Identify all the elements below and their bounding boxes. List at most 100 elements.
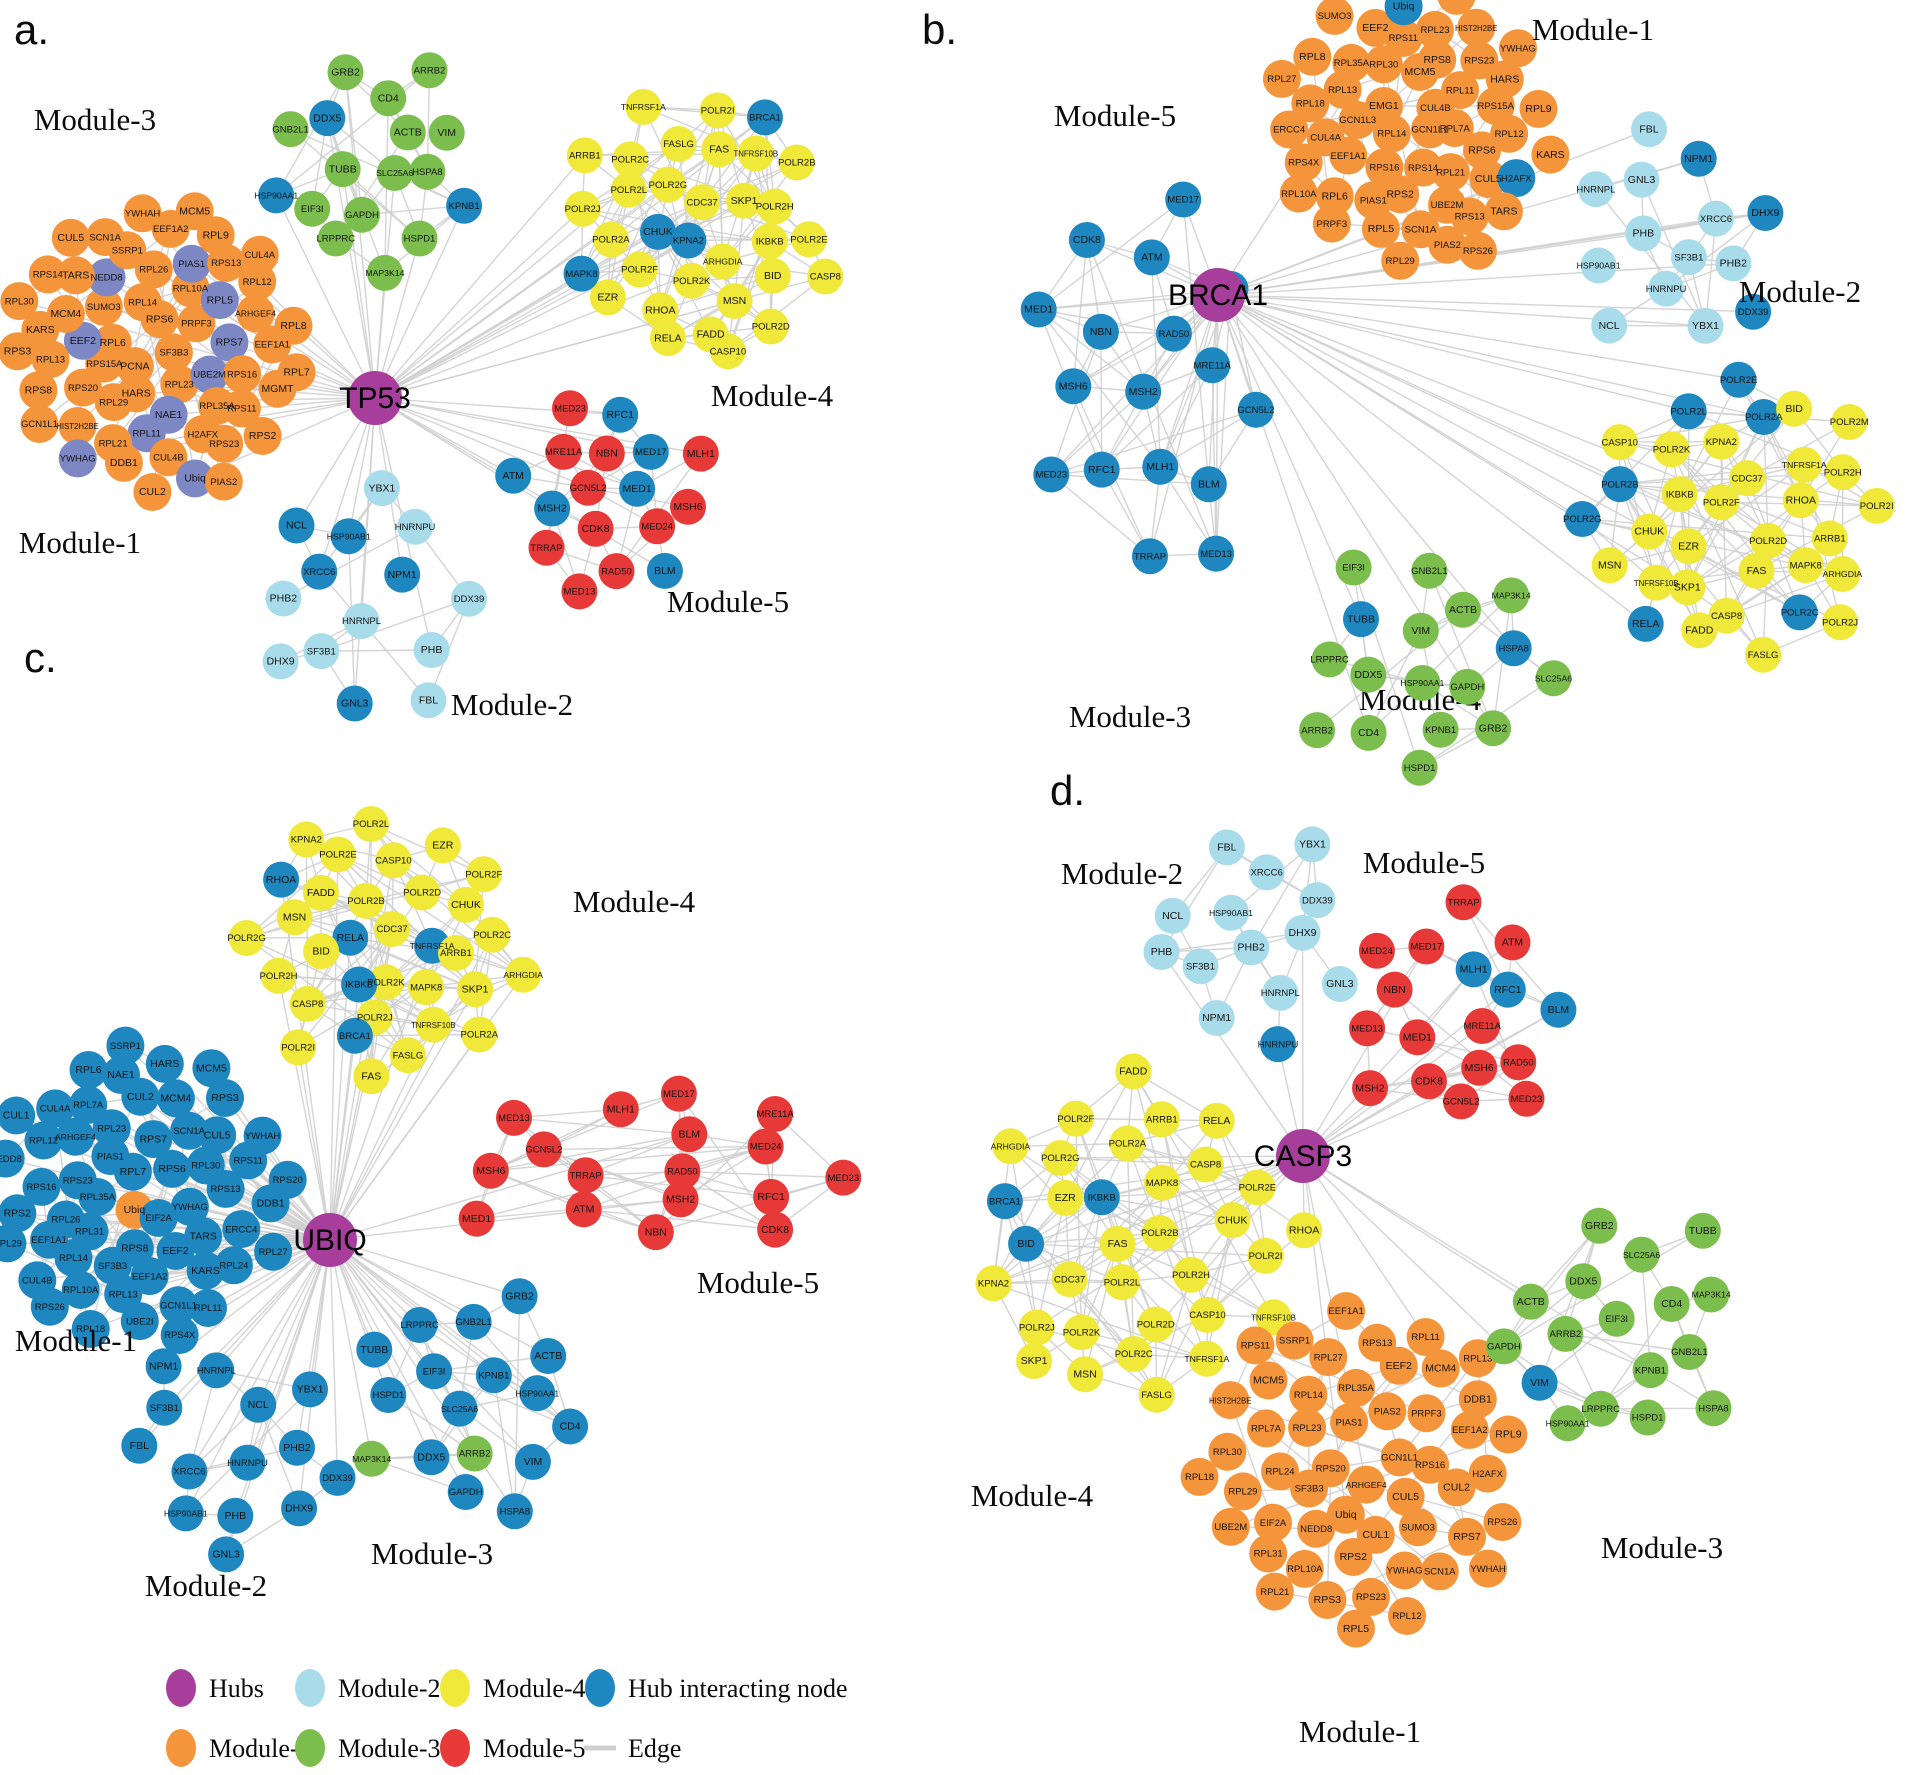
node-CDC37[interactable] bbox=[1729, 460, 1766, 497]
node-GAPDH[interactable] bbox=[1485, 1328, 1522, 1365]
node-MAPK8[interactable] bbox=[1144, 1164, 1180, 1201]
node-GCN1L1[interactable] bbox=[159, 1286, 198, 1325]
node-MSH2[interactable] bbox=[1125, 373, 1162, 410]
node-SLC25A6[interactable] bbox=[1623, 1236, 1660, 1273]
node-POLR2J[interactable] bbox=[1018, 1309, 1055, 1346]
node-BRCA1[interactable] bbox=[986, 1183, 1023, 1220]
node-XRCC6[interactable] bbox=[301, 553, 338, 590]
node-ARRB2[interactable] bbox=[456, 1435, 493, 1472]
node-CUL5[interactable] bbox=[1469, 160, 1508, 198]
node-PHB2[interactable] bbox=[1233, 929, 1270, 966]
node-CASP10[interactable] bbox=[1189, 1296, 1226, 1333]
node-POLR2A[interactable] bbox=[1109, 1125, 1146, 1162]
node-HIST2H2BE[interactable] bbox=[1457, 8, 1496, 47]
node-TUBB[interactable] bbox=[324, 151, 361, 188]
node-KARS[interactable] bbox=[1531, 135, 1570, 174]
node-TNFRSF10B[interactable] bbox=[1638, 564, 1675, 601]
node-RHOA[interactable] bbox=[263, 861, 300, 898]
node-SF3B3[interactable] bbox=[1290, 1469, 1329, 1508]
node-RAD50[interactable] bbox=[664, 1153, 701, 1190]
node-ARHGDIA[interactable] bbox=[505, 956, 542, 993]
node-HNRNPU[interactable] bbox=[397, 508, 434, 545]
node-FBL[interactable] bbox=[1208, 829, 1245, 866]
node-POLR2A[interactable] bbox=[1745, 399, 1782, 435]
node-RHOA[interactable] bbox=[1782, 482, 1819, 519]
node-NCL[interactable] bbox=[240, 1386, 277, 1423]
node-EIF3I[interactable] bbox=[294, 190, 331, 227]
node-RPS20[interactable] bbox=[64, 368, 102, 407]
node-MED17[interactable] bbox=[1165, 181, 1202, 218]
node-ACTB[interactable] bbox=[389, 114, 426, 151]
node-MSN[interactable] bbox=[716, 283, 753, 319]
node-Ubiq[interactable] bbox=[1326, 1495, 1365, 1534]
node-POLR2E[interactable] bbox=[1720, 361, 1757, 398]
node-NPM1[interactable] bbox=[145, 1348, 182, 1385]
node-GNB2L1[interactable] bbox=[272, 111, 309, 148]
node-PIAS2[interactable] bbox=[1428, 225, 1467, 264]
node-RPS26[interactable] bbox=[1483, 1503, 1522, 1541]
node-POLR2A[interactable] bbox=[592, 221, 629, 258]
node-CHUK[interactable] bbox=[1214, 1202, 1251, 1239]
node-RPL8[interactable] bbox=[274, 306, 313, 345]
node-MED17[interactable] bbox=[660, 1075, 697, 1112]
node-MRE11A[interactable] bbox=[545, 433, 582, 470]
node-RPL5[interactable] bbox=[1337, 1609, 1375, 1648]
node-CDC37[interactable] bbox=[1051, 1261, 1088, 1298]
node-RPS20[interactable] bbox=[268, 1160, 307, 1199]
node-ACTB[interactable] bbox=[530, 1338, 567, 1374]
node-POLR2H[interactable] bbox=[260, 957, 297, 994]
node-RPL29[interactable] bbox=[1381, 241, 1420, 280]
node-RPL30[interactable] bbox=[1208, 1432, 1247, 1471]
node-ARHGDIA[interactable] bbox=[992, 1128, 1029, 1165]
node-MED13[interactable] bbox=[1198, 535, 1235, 572]
node-POLR2E[interactable] bbox=[791, 221, 827, 258]
node-RPS3[interactable] bbox=[0, 332, 37, 371]
node-ARHGEF4[interactable] bbox=[1347, 1465, 1386, 1504]
node-NCL[interactable] bbox=[278, 507, 315, 544]
node-MAP3K14[interactable] bbox=[353, 1440, 390, 1477]
node-RPS7[interactable] bbox=[210, 323, 249, 362]
node-YWHAG[interactable] bbox=[58, 439, 97, 478]
node-NEDD8[interactable] bbox=[0, 1139, 25, 1178]
node-YWHAH[interactable] bbox=[243, 1116, 282, 1155]
node-RPL23[interactable] bbox=[92, 1109, 131, 1148]
node-PIAS2[interactable] bbox=[1368, 1392, 1407, 1431]
node-RPL12[interactable] bbox=[1490, 114, 1529, 153]
node-RPS16[interactable] bbox=[22, 1167, 61, 1206]
node-POLR2C[interactable] bbox=[612, 141, 649, 178]
node-POLR2K[interactable] bbox=[673, 262, 710, 299]
node-MED1[interactable] bbox=[458, 1200, 495, 1237]
node-KPNB1[interactable] bbox=[446, 187, 483, 224]
node-TARS[interactable] bbox=[184, 1217, 223, 1256]
node-ERCC4[interactable] bbox=[222, 1210, 261, 1249]
node-RPL18[interactable] bbox=[1291, 84, 1330, 123]
node-CASP8[interactable] bbox=[1708, 597, 1745, 634]
node-KPNA2[interactable] bbox=[975, 1265, 1012, 1302]
node-NEDD8[interactable] bbox=[1297, 1509, 1336, 1548]
node-POLR2L[interactable] bbox=[353, 806, 389, 842]
node-RPL11[interactable] bbox=[1406, 1318, 1445, 1356]
node-NAE1[interactable] bbox=[102, 1055, 140, 1094]
node-IKBKB[interactable] bbox=[1083, 1179, 1120, 1216]
node-SF3B3[interactable] bbox=[154, 333, 193, 372]
node-MED24[interactable] bbox=[639, 508, 676, 545]
node-POLR2C[interactable] bbox=[1115, 1336, 1152, 1372]
node-EZR[interactable] bbox=[1047, 1179, 1084, 1216]
node-PIAS1[interactable] bbox=[172, 244, 211, 283]
node-MCM5[interactable] bbox=[175, 192, 214, 231]
node-MSH2[interactable] bbox=[662, 1181, 699, 1218]
node-RFC1[interactable] bbox=[753, 1178, 790, 1215]
node-YBX1[interactable] bbox=[292, 1371, 328, 1408]
node-FASLG[interactable] bbox=[660, 126, 697, 162]
node-GCN5L2[interactable] bbox=[525, 1131, 562, 1168]
node-FADD[interactable] bbox=[1681, 612, 1718, 649]
node-CDC37[interactable] bbox=[684, 184, 721, 221]
node-RPS16[interactable] bbox=[1411, 1445, 1450, 1484]
node-H2AFX[interactable] bbox=[1468, 1454, 1507, 1493]
node-GCN5L2[interactable] bbox=[1237, 391, 1274, 428]
node-MSH6[interactable] bbox=[472, 1152, 509, 1189]
node-MLH1[interactable] bbox=[682, 435, 719, 472]
node-PHB[interactable] bbox=[1625, 215, 1662, 252]
node-VIM[interactable] bbox=[1402, 612, 1439, 649]
node-ERCC4[interactable] bbox=[1270, 110, 1309, 149]
